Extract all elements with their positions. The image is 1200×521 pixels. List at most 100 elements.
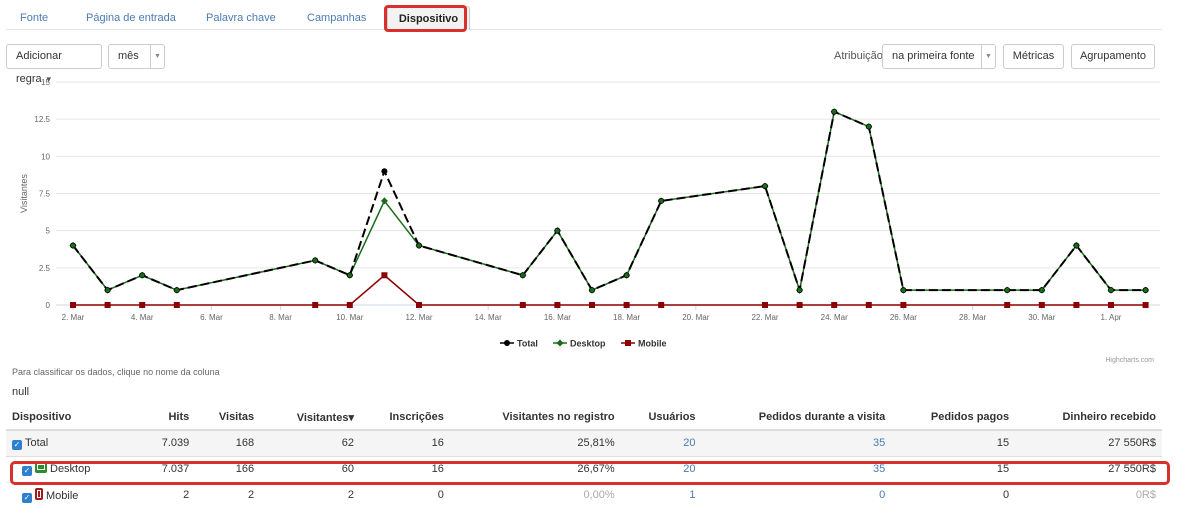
- mobile-icon: [35, 487, 43, 500]
- tab-campanhas[interactable]: Campanhas: [307, 12, 367, 24]
- data-point-desktop-overlay: [866, 124, 871, 129]
- y-tick-label: 12.5: [34, 115, 50, 124]
- users-link[interactable]: 20: [620, 456, 702, 483]
- data-point-mobile: [312, 302, 319, 308]
- data-point-desktop-overlay: [1108, 287, 1114, 293]
- orders-paid-cell: 15: [891, 430, 1016, 457]
- add-rule-button[interactable]: Adicionar regra ▼: [6, 44, 102, 85]
- money-cell: 27 550R$: [1015, 456, 1162, 483]
- orders-visit-link[interactable]: 0: [879, 489, 886, 502]
- col-usuarios[interactable]: Usuários: [620, 405, 702, 431]
- device-cell: ✓ Total: [6, 430, 156, 457]
- device-cell: ✓ Desktop: [6, 456, 156, 483]
- checkbox-total[interactable]: ✓: [12, 439, 22, 450]
- data-point-desktop-overlay: [105, 287, 110, 293]
- x-tick-label: 28. Mar: [959, 313, 986, 322]
- x-tick-label: 26. Mar: [890, 313, 917, 322]
- tab-palavra-chave[interactable]: Palavra chave: [206, 12, 276, 24]
- y-tick-label: 7.5: [39, 190, 51, 199]
- orders-paid-cell: 0: [1002, 489, 1010, 502]
- data-point-mobile: [70, 302, 76, 308]
- data-point-desktop-overlay: [313, 258, 318, 263]
- data-point-mobile: [519, 302, 526, 308]
- signups-cell: 16: [360, 456, 450, 483]
- visits-cell: 2: [248, 489, 255, 502]
- data-point-mobile: [173, 302, 180, 308]
- y-tick-label: 0: [46, 301, 51, 310]
- attribution-label: Atribuição: [834, 50, 883, 62]
- x-tick-label: 14. Mar: [475, 313, 502, 322]
- col-pedidos-durante-visita[interactable]: Pedidos durante a visita: [701, 405, 892, 431]
- chevron-down-icon: ▼: [150, 45, 164, 68]
- x-tick-label: 24. Mar: [821, 313, 848, 322]
- data-point-desktop-overlay: [70, 243, 76, 248]
- orders-visit-link[interactable]: 35: [701, 430, 892, 457]
- users-link[interactable]: 1: [689, 489, 696, 502]
- data-point-mobile: [346, 302, 353, 308]
- checkbox-mobile[interactable]: ✓: [22, 492, 32, 503]
- data-point-desktop-overlay: [416, 243, 422, 248]
- checkbox-desktop[interactable]: ✓: [22, 466, 32, 476]
- orders-paid-cell: 15: [891, 456, 1016, 483]
- hits-cell: 7.039: [155, 430, 196, 457]
- y-tick-label: 10: [41, 152, 50, 161]
- data-point-mobile: [831, 302, 838, 308]
- col-pedidos-pagos[interactable]: Pedidos pagos: [891, 405, 1016, 431]
- x-tick-label: 20. Mar: [682, 313, 709, 322]
- data-point-desktop-overlay: [659, 198, 664, 204]
- x-tick-label: 1. Apr: [1101, 313, 1122, 322]
- device-table: Dispositivo Hits Visitas Visitantes▾ Ins…: [6, 405, 1162, 508]
- data-point-mobile: [1142, 302, 1149, 308]
- desktop-icon: [35, 462, 47, 473]
- col-dinheiro-recebido[interactable]: Dinheiro recebido: [1015, 405, 1162, 431]
- attribution-select[interactable]: na primeira fonte ▼: [882, 44, 996, 69]
- device-cell: ✓ Mobile: [6, 482, 156, 508]
- data-point-mobile: [1108, 302, 1114, 308]
- add-rule-label: Adicionar regra: [16, 50, 62, 85]
- x-tick-label: 6. Mar: [200, 313, 223, 322]
- orders-visit-link[interactable]: 35: [701, 456, 892, 483]
- col-inscricoes[interactable]: Inscrições: [360, 405, 450, 431]
- signups-cell: 0: [437, 489, 444, 502]
- legend-label: Total: [517, 339, 538, 349]
- data-point-desktop-overlay: [347, 273, 352, 278]
- tab-fonte[interactable]: Fonte: [20, 12, 49, 24]
- metrics-button[interactable]: Métricas: [1003, 44, 1064, 69]
- chart-credits: Highcharts.com: [1105, 357, 1154, 364]
- users-link[interactable]: 20: [620, 430, 702, 457]
- data-point-mobile: [589, 302, 595, 308]
- col-dispositivo[interactable]: Dispositivo: [6, 405, 156, 431]
- null-text: null: [12, 386, 30, 398]
- series-line-total: [72, 110, 1146, 295]
- signups-cell: 16: [360, 430, 450, 457]
- col-hits[interactable]: Hits: [155, 405, 196, 431]
- data-point-desktop-overlay: [140, 273, 145, 278]
- grouping-button[interactable]: Agrupamento: [1071, 44, 1155, 69]
- tab-dispositivo[interactable]: Dispositivo: [387, 6, 470, 30]
- data-point-mobile: [796, 302, 803, 308]
- col-visitantes[interactable]: Visitantes▾: [260, 405, 360, 431]
- tab-pagina-de-entrada[interactable]: Página de entrada: [86, 12, 176, 24]
- data-point-desktop-overlay: [520, 273, 525, 278]
- data-point-mobile: [658, 302, 665, 308]
- legend-marker-desktop: [556, 339, 564, 347]
- data-point-desktop-overlay: [797, 287, 802, 293]
- x-tick-label: 12. Mar: [405, 313, 432, 322]
- data-point-desktop-overlay: [174, 287, 179, 293]
- col-visitas[interactable]: Visitas: [195, 405, 261, 431]
- x-tick-label: 2. Mar: [62, 313, 85, 322]
- data-point-desktop-overlay: [1039, 287, 1045, 293]
- data-point-desktop-overlay: [382, 198, 387, 204]
- data-point-desktop-overlay: [762, 183, 768, 189]
- data-point-mobile: [623, 302, 630, 308]
- data-point-mobile: [900, 302, 907, 308]
- x-tick-label: 4. Mar: [131, 313, 154, 322]
- data-point-mobile: [139, 302, 146, 308]
- device-name: Desktop: [50, 463, 91, 475]
- col-visitantes-no-registro[interactable]: Visitantes no registro: [449, 405, 621, 431]
- visitors-line-chart: 0 2.5 5 7.5 10 12.5 15 Visitantes 2. Mar 4. Mar 6…: [19, 78, 1160, 364]
- table-row-desktop: ✓ Desktop 7.037 166 60 16 26,67% 20 35 15…: [6, 456, 1162, 483]
- table-row-mobile: ✓ Mobile 2 2 2 0 0,00% 1 0 0 0R$: [6, 482, 1162, 508]
- data-point-desktop-overlay: [624, 273, 629, 278]
- period-select[interactable]: mês ▼: [108, 44, 165, 69]
